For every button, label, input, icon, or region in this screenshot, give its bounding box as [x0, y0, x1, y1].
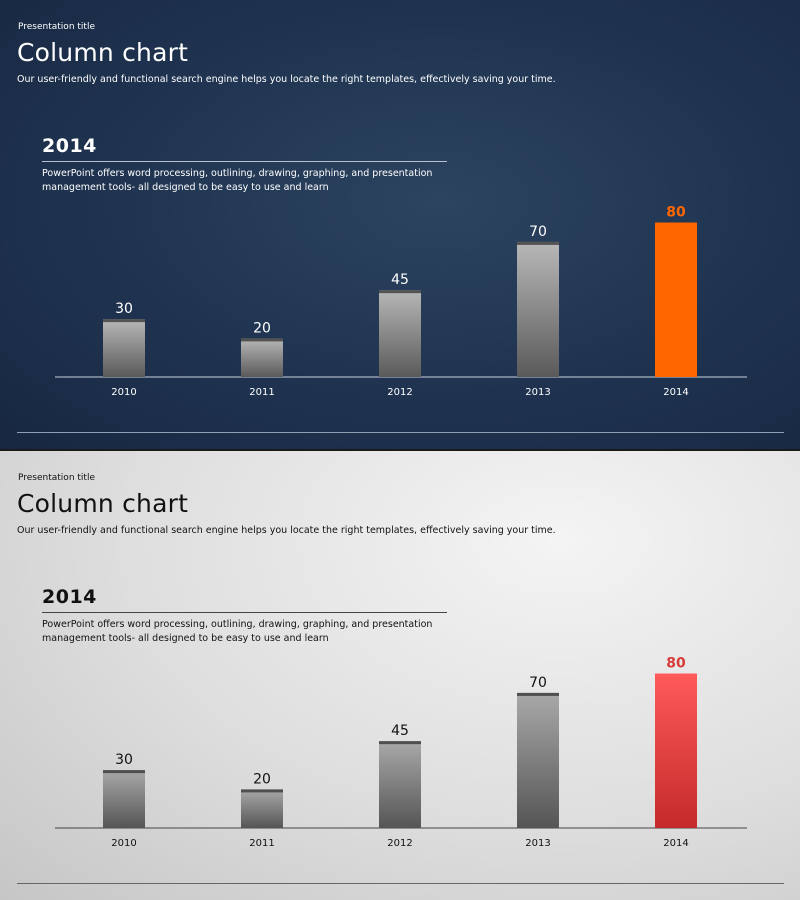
bar-cap-2010: [103, 319, 145, 323]
data-label-2013: 70: [529, 675, 547, 691]
bar-cap-2014: [655, 673, 697, 677]
description-text: PowerPoint offers word processing, outli…: [42, 619, 433, 644]
bar-2012: [379, 290, 421, 377]
page-title: Column chart: [17, 38, 189, 67]
bar-cap-2013: [517, 241, 559, 245]
bar-cap-2014: [655, 222, 697, 226]
bar-2013: [517, 241, 559, 377]
bar-2014: [655, 673, 697, 828]
bar-cap-2012: [379, 290, 421, 294]
x-tick-label-2013: 2013: [525, 387, 550, 398]
bar-2011: [241, 338, 283, 377]
data-label-2012: 45: [391, 272, 409, 288]
data-label-2010: 30: [115, 301, 133, 317]
page-title: Column chart: [17, 489, 189, 518]
x-tick-label-2010: 2010: [111, 838, 136, 849]
subtitle: Our user-friendly and functional search …: [17, 74, 556, 85]
bar-cap-2012: [379, 741, 421, 745]
data-label-2014: 80: [666, 656, 686, 672]
bar-2012: [379, 741, 421, 828]
x-tick-label-2014: 2014: [663, 838, 688, 849]
bar-2013: [517, 692, 559, 828]
heading-divider: [42, 612, 447, 613]
bar-2011: [241, 789, 283, 828]
data-label-2012: 45: [391, 723, 409, 739]
description-text: PowerPoint offers word processing, outli…: [42, 168, 433, 193]
subtitle: Our user-friendly and functional search …: [17, 525, 556, 536]
x-tick-label-2013: 2013: [525, 838, 550, 849]
bar-2014: [655, 222, 697, 377]
bar-2010: [103, 319, 145, 377]
bottom-divider: [17, 432, 784, 433]
section-heading: 2014: [42, 135, 97, 157]
column-chart: 30 2010 20 2011 45 2012 70 2013 80 2014: [55, 205, 747, 398]
data-label-2011: 20: [253, 771, 271, 787]
data-label-2010: 30: [115, 752, 133, 768]
data-label-2013: 70: [529, 224, 547, 240]
bar-cap-2010: [103, 770, 145, 774]
bar-2010: [103, 770, 145, 828]
slide-light: Presentation title Column chart Our user…: [0, 451, 800, 900]
bar-cap-2013: [517, 692, 559, 696]
column-chart: 30 2010 20 2011 45 2012 70 2013 80 2014: [55, 656, 747, 849]
presentation-title: Presentation title: [18, 22, 95, 32]
x-tick-label-2011: 2011: [249, 838, 274, 849]
presentation-title: Presentation title: [18, 473, 95, 483]
data-label-2011: 20: [253, 320, 271, 336]
bottom-divider: [17, 883, 784, 884]
bar-cap-2011: [241, 789, 283, 793]
bar-cap-2011: [241, 338, 283, 342]
section-heading: 2014: [42, 586, 97, 608]
x-tick-label-2012: 2012: [387, 838, 412, 849]
x-tick-label-2014: 2014: [663, 387, 688, 398]
heading-divider: [42, 161, 447, 162]
x-tick-label-2011: 2011: [249, 387, 274, 398]
x-tick-label-2010: 2010: [111, 387, 136, 398]
slide-dark: Presentation title Column chart Our user…: [0, 0, 800, 449]
x-tick-label-2012: 2012: [387, 387, 412, 398]
data-label-2014: 80: [666, 205, 686, 221]
